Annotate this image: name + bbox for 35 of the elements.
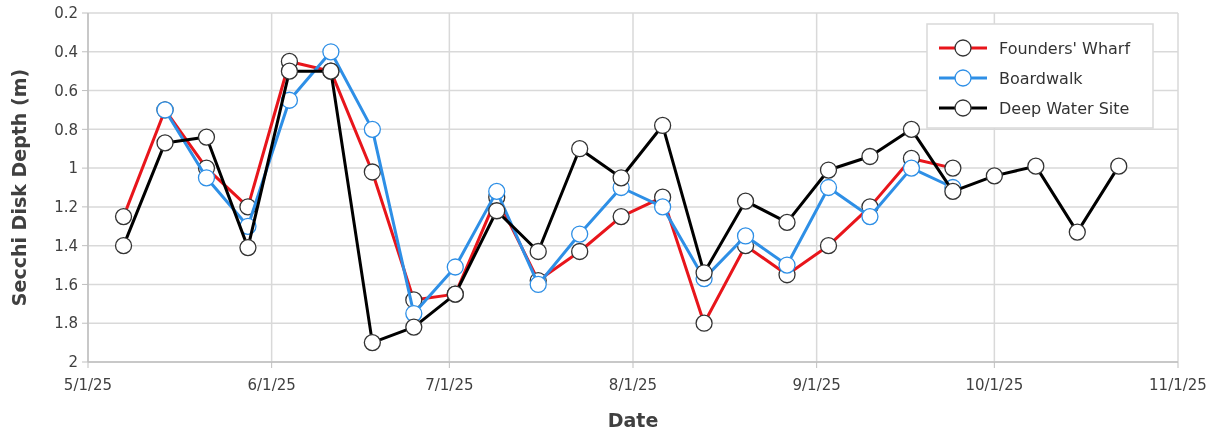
y-axis-title: Secchi Disk Depth (m) <box>8 68 30 307</box>
point <box>571 225 589 243</box>
y-tick-label: 0.2 <box>54 4 78 23</box>
point <box>446 258 464 276</box>
point <box>197 169 216 187</box>
x-tick-label: 6/1/25 <box>247 376 296 394</box>
x-axis-title: Date <box>607 409 659 431</box>
point <box>861 207 879 226</box>
y-tick-label: 1.8 <box>54 314 78 333</box>
point <box>488 182 506 201</box>
y-tick-label: 1 <box>68 159 78 178</box>
point <box>363 120 381 138</box>
x-tick-label: 9/1/25 <box>792 376 841 394</box>
y-tick-label: 1.4 <box>54 236 78 255</box>
x-tick-label: 7/1/25 <box>425 376 474 394</box>
y-tick-label: 0.8 <box>54 120 78 139</box>
point <box>819 178 838 197</box>
x-tick-label: 11/1/25 <box>1149 376 1207 394</box>
point <box>778 256 796 274</box>
y-tick-label: 1.6 <box>54 275 78 294</box>
x-tick-label: 10/1/25 <box>965 376 1024 394</box>
point <box>322 43 340 61</box>
x-tick-label: 5/1/25 <box>63 376 113 394</box>
y-tick-label: 0.4 <box>54 43 78 62</box>
legend-label: Boardwalk <box>999 68 1084 88</box>
x-tick-label: 8/1/25 <box>608 376 658 394</box>
legend-label: Deep Water Site <box>999 98 1130 118</box>
point <box>529 275 547 294</box>
y-tick-label: 1.2 <box>54 198 78 217</box>
point <box>736 227 755 245</box>
legend-label: Founders' Wharf <box>999 38 1131 58</box>
point <box>653 198 672 216</box>
y-tick-label: 2 <box>68 353 78 372</box>
y-tick-label: 0.6 <box>54 81 78 100</box>
point <box>902 159 921 177</box>
